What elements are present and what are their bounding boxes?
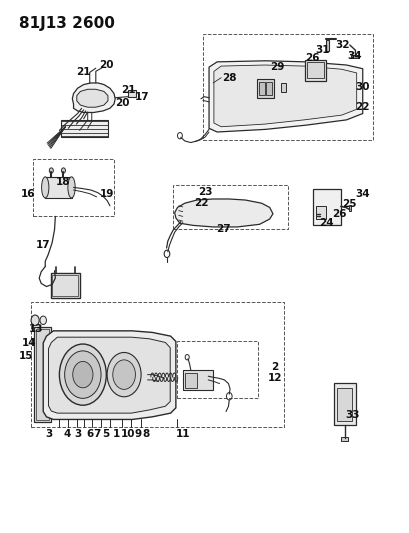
Ellipse shape [68,177,75,198]
Bar [177,342,258,398]
Polygon shape [43,331,175,419]
Text: 27: 27 [216,223,230,233]
Bar [315,206,326,219]
Text: 12: 12 [267,373,281,383]
Text: 15: 15 [19,351,34,361]
Bar [45,177,71,198]
Text: 13: 13 [29,324,43,334]
Text: 31: 31 [314,45,329,55]
Circle shape [72,361,93,388]
Bar [184,373,196,388]
Text: 9: 9 [135,429,142,439]
Text: 23: 23 [197,187,212,197]
Circle shape [59,344,106,405]
Text: 26: 26 [304,53,319,63]
Bar [340,438,347,441]
Text: 4: 4 [64,429,71,439]
Bar [280,83,285,92]
Bar [31,302,283,427]
Polygon shape [76,90,108,107]
Polygon shape [72,83,115,112]
Text: 2: 2 [270,362,278,372]
Bar [333,383,355,425]
Text: 21: 21 [76,67,91,77]
Circle shape [49,168,53,173]
Bar [36,329,49,420]
Text: 18: 18 [55,177,70,187]
Circle shape [61,168,65,173]
Bar [202,35,372,140]
Circle shape [65,351,101,398]
Text: 7: 7 [93,429,100,439]
Text: 6: 6 [86,429,93,439]
Text: 29: 29 [270,62,284,72]
Text: 14: 14 [22,338,36,348]
Bar [307,62,323,78]
Bar [61,120,108,138]
Text: 11: 11 [175,429,189,439]
Text: 34: 34 [355,189,369,199]
Text: 17: 17 [36,240,50,251]
Text: 1: 1 [112,429,119,439]
Text: 32: 32 [335,40,349,50]
Bar [50,273,79,298]
Bar [265,83,271,94]
Circle shape [40,316,46,325]
Text: 30: 30 [355,82,369,92]
Bar [52,275,78,296]
Text: 5: 5 [102,429,109,439]
Text: 22: 22 [193,198,208,208]
Text: 16: 16 [20,189,35,199]
Ellipse shape [41,177,49,198]
Bar [305,60,325,81]
Text: 22: 22 [355,102,369,112]
Text: 28: 28 [222,72,236,83]
Text: 17: 17 [135,92,149,102]
Text: 20: 20 [99,60,113,70]
Text: 26: 26 [331,209,346,219]
Circle shape [31,315,39,326]
Polygon shape [174,199,272,227]
Text: 81J13 2600: 81J13 2600 [19,16,115,31]
Text: 25: 25 [342,199,356,209]
Text: 19: 19 [100,189,114,199]
Text: 21: 21 [121,85,135,95]
Text: 3: 3 [74,429,81,439]
Polygon shape [48,337,170,413]
Bar [312,190,340,225]
Bar [348,205,351,211]
Text: 33: 33 [344,410,359,420]
Text: 24: 24 [318,218,333,228]
Text: 34: 34 [346,51,361,61]
Bar [326,39,328,51]
Bar [172,185,287,229]
Circle shape [107,352,141,397]
Polygon shape [209,61,362,132]
Bar [34,327,50,422]
Bar [182,370,213,391]
Text: 8: 8 [142,429,150,439]
Text: 10: 10 [121,429,135,439]
Bar [256,79,273,98]
Bar [128,90,136,96]
Text: 20: 20 [115,98,129,108]
Polygon shape [213,65,356,127]
Bar [258,83,264,94]
Text: 3: 3 [45,429,53,439]
Circle shape [112,360,135,390]
Bar [350,55,357,58]
Bar [336,388,351,421]
Bar [33,159,114,216]
